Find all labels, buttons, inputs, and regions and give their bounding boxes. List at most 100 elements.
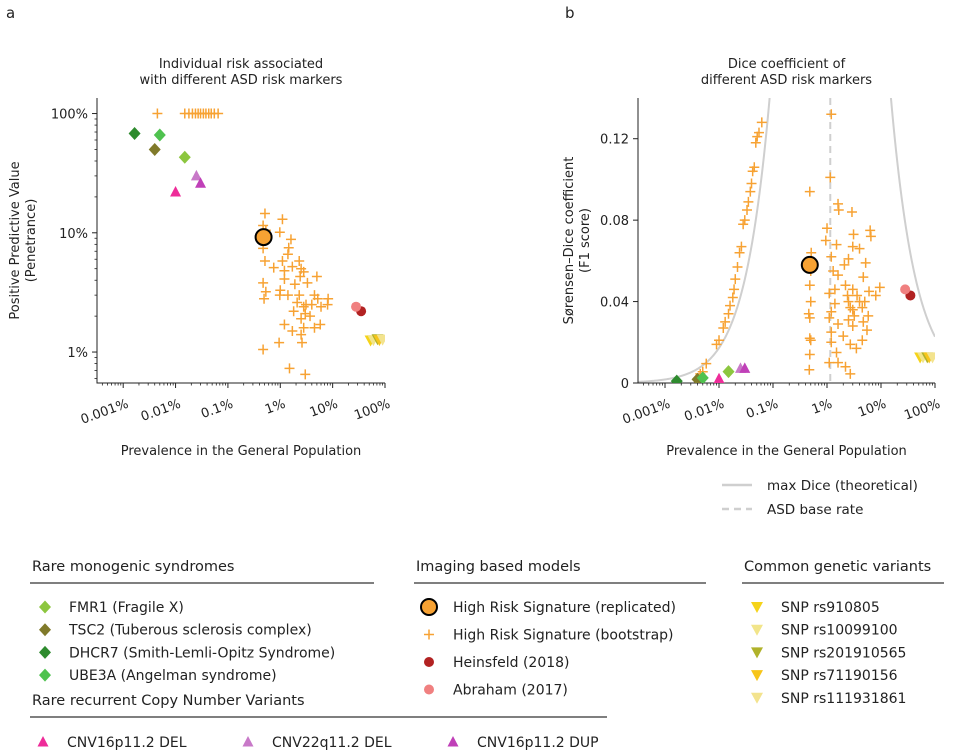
data-point-high-risk-signature-bootstrap [309,322,320,333]
x-tick-label: 100% [902,397,942,424]
data-point-high-risk-signature-bootstrap [805,335,816,346]
legend-item-label: SNP rs910805 [781,600,880,616]
data-point-high-risk-signature-bootstrap [725,300,736,311]
data-point-high-risk-signature-bootstrap [848,229,859,240]
data-point-high-risk-signature-bootstrap [750,137,761,148]
data-point-high-risk-signature-bootstrap [833,270,844,281]
data-point-high-risk-signature-bootstrap [858,272,869,283]
legend-item-label: High Risk Signature (replicated) [453,600,676,616]
data-point-high-risk-signature-bootstrap [833,318,844,329]
panel-letter-a: a [6,4,15,22]
data-point-high-risk-signature-bootstrap [826,327,837,338]
data-point-high-risk-signature-bootstrap [865,225,876,236]
data-point-ube3a-angelman-syndrome [696,371,709,383]
chart-a-penetrance: 0.001% 0.01% 0.1% 1% 10% 100% 1% 10% 100% Individ… [8,57,392,459]
data-point-cnv16p11-2-dup [195,177,207,188]
data-point-high-risk-signature-bootstrap [727,292,738,303]
data-point-high-risk-signature-bootstrap [274,227,285,238]
x-tick-label: 1% [263,397,288,418]
legend-marker-high-risk-signature-bootstrap [424,629,434,640]
legend-item-label: UBE3A (Angelman syndrome) [69,668,277,684]
legend-marker-abraham-2017 [424,684,434,695]
data-point-high-risk-signature-bootstrap [305,311,316,322]
x-axis-label: Prevalence in the General Population [666,444,907,459]
legend-marker-cnv16p11-2-del [37,736,49,747]
data-point-snp-rs111931861 [926,352,935,364]
series-high-risk-signature-bootstrap [695,109,885,379]
series-abraham-2017 [351,301,362,312]
legend-item-label: CNV16p11.2 DUP [477,735,599,751]
data-point-high-risk-signature-bootstrap [296,313,307,324]
data-point-cnv16p11-2-del [713,372,725,383]
series-fmr1-fragile-x [178,150,191,164]
data-point-high-risk-signature-bootstrap [858,316,869,327]
data-point-high-risk-signature-bootstrap [861,325,872,336]
data-point-high-risk-signature-bootstrap [864,286,875,297]
series-high-risk-signature-bootstrap [152,108,334,380]
data-point-high-risk-signature-bootstrap [826,306,837,317]
data-point-high-risk-signature-bootstrap [847,284,858,295]
max-dice-curve-right [889,98,935,338]
data-point-high-risk-signature-bootstrap [840,361,851,372]
data-point-high-risk-signature-bootstrap [297,337,308,348]
data-point-high-risk-signature-bootstrap [312,293,323,304]
data-point-high-risk-signature-bootstrap [296,329,307,340]
x-tick-label: 0.1% [199,397,235,422]
x-tick-label: 0.01% [139,397,183,425]
data-point-high-risk-signature-bootstrap [831,347,842,358]
data-point-high-risk-signature-bootstrap [742,204,753,215]
legend-marker-cnv16p11-2-dup [447,736,459,747]
data-point-high-risk-signature-bootstrap [863,310,874,321]
legend-marker-snp-rs201910565 [751,647,763,659]
legend-marker-dhcr7-smith-lemli-opitz-syndrome [39,645,51,659]
data-point-high-risk-signature-bootstrap [701,358,712,369]
y-tick-label: 0.04 [600,296,629,311]
data-point-high-risk-signature-bootstrap [851,343,862,354]
data-point-high-risk-signature-bootstrap [287,326,298,337]
series-high-risk-signature-replicated [800,255,819,274]
data-point-high-risk-signature-bootstrap [824,357,835,368]
series-cnv22q11-2-del [190,169,202,181]
data-point-high-risk-signature-bootstrap [259,293,270,304]
legend-marker-snp-rs71190156 [751,670,763,682]
chart-title-line: Dice coefficient of [728,57,846,72]
data-point-cnv16p11-2-del [170,185,182,197]
data-point-high-risk-signature-bootstrap [842,290,853,301]
chart-title-line: Individual risk associated [159,57,323,72]
legend-marker-tsc2-tuberous-sclerosis-complex [39,623,51,637]
data-point-high-risk-signature-bootstrap [282,249,293,260]
data-point-high-risk-signature-bootstrap [302,277,313,288]
y-tick-label: 10% [59,227,88,242]
series-dhcr7-smith-lemli-opitz-syndrome [670,374,683,383]
data-point-high-risk-signature-bootstrap [847,321,858,331]
data-point-snp-rs111931861 [376,334,385,346]
legend-group-title: Common genetic variants [744,559,931,575]
legend-item-label: FMR1 (Fragile X) [69,600,184,616]
series-fmr1-fragile-x [722,365,735,379]
y-axis-label-line: (F1 score) [578,208,593,273]
data-point-high-risk-signature-bootstrap [874,282,885,293]
data-point-high-risk-signature-bootstrap [729,284,740,295]
legend-item-label: TSC2 (Tuberous sclerosis complex) [68,623,312,639]
data-point-high-risk-signature-bootstrap [258,277,269,288]
data-point-high-risk-signature-bootstrap [152,108,163,119]
y-tick-label: 0.08 [600,214,629,229]
data-point-high-risk-signature-bootstrap [831,239,842,250]
x-tick-label: 0.1% [744,397,780,422]
data-point-high-risk-signature-bootstrap [287,261,298,272]
x-tick-label: 10% [856,397,888,421]
legend-item-label: SNP rs71190156 [781,668,898,684]
data-point-ube3a-angelman-syndrome [153,128,166,142]
data-point-high-risk-signature-bootstrap [843,296,854,307]
data-point-high-risk-signature-bootstrap [743,196,754,207]
legend-item-label: Abraham (2017) [453,683,568,699]
data-point-high-risk-signature-bootstrap [289,279,300,290]
chart-b-dice: 0.001% 0.01% 0.1% 1% 10% 100% 0 0.04 0.08 0.12 Dic… [562,57,942,459]
legend-marker-snp-rs111931861 [751,692,763,704]
y-axis-label-line: Sørensen–Dice coefficient [562,157,577,325]
data-point-high-risk-signature-bootstrap [322,299,333,310]
data-point-fmr1-fragile-x [722,365,735,379]
legend-group-rare-recurrent-copy-number-variants: Rare recurrent Copy Number Variants CNV16… [30,693,607,751]
data-point-high-risk-signature-bootstrap [268,262,279,273]
